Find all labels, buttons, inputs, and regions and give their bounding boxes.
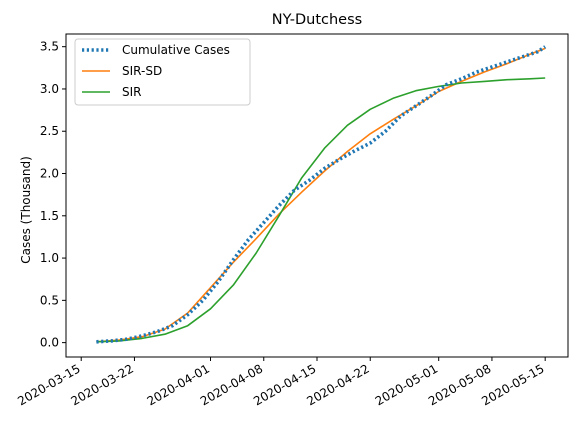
y-tick-label: 0.0 [40,336,59,350]
y-tick-label: 1.0 [40,251,59,265]
series-line-sir-sd [96,47,546,343]
legend-label: Cumulative Cases [122,43,230,57]
legend: Cumulative Cases SIR-SD SIR [74,38,251,106]
legend-box [74,38,251,106]
chart-title: NY-Dutchess [272,12,362,28]
series-line-cumulative-cases [96,45,547,344]
series-line-sir [96,77,546,343]
y-tick-label: 2.5 [40,124,59,138]
y-axis-title: Cases (Thousand) [19,156,33,264]
legend-label: SIR [122,85,142,99]
y-tick-label: 2.0 [40,167,59,181]
plot-area [96,45,547,344]
y-axis: 0.0 0.5 1.0 1.5 2.0 2.5 3.0 3.5 [40,40,66,350]
y-tick-label: 3.5 [40,40,59,54]
y-tick-label: 1.5 [40,209,59,223]
y-tick-label: 0.5 [40,293,59,307]
legend-label: SIR-SD [122,64,162,78]
y-tick-label: 3.0 [40,82,59,96]
